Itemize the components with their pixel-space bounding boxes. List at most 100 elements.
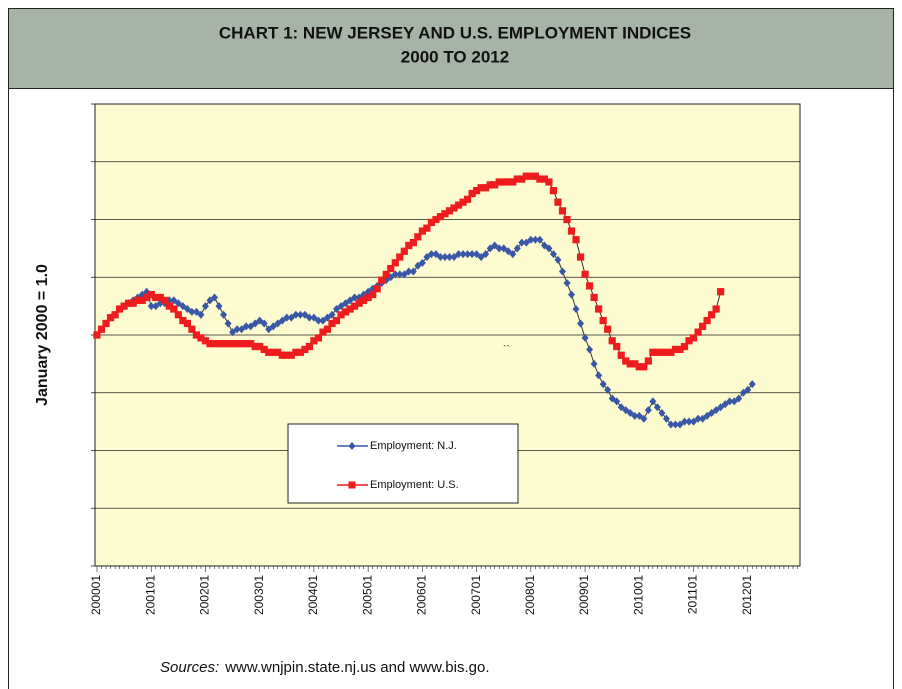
data-point xyxy=(468,189,476,198)
data-point xyxy=(694,328,702,336)
data-point xyxy=(138,296,146,304)
data-point xyxy=(314,316,322,325)
data-point xyxy=(111,311,119,319)
data-point xyxy=(106,314,115,322)
data-point xyxy=(531,172,539,180)
source-note: Sources: www.wnjpin.state.nj.us and www.b… xyxy=(160,659,490,676)
data-point xyxy=(495,178,503,186)
data-point xyxy=(694,414,702,423)
data-point xyxy=(572,305,580,314)
data-point xyxy=(129,299,137,307)
data-point xyxy=(513,244,521,253)
data-point xyxy=(649,348,657,356)
data-point xyxy=(179,316,187,325)
data-point xyxy=(635,363,643,371)
data-point xyxy=(464,250,472,259)
data-point xyxy=(228,340,237,348)
data-point xyxy=(310,313,318,322)
data-point xyxy=(581,270,589,278)
data-point xyxy=(183,305,191,314)
x-tick-label: 200201 xyxy=(198,575,212,615)
data-point xyxy=(689,334,698,342)
data-point xyxy=(337,302,345,311)
data-point xyxy=(712,406,720,415)
data-point xyxy=(418,258,426,267)
data-point xyxy=(608,394,616,403)
data-point xyxy=(310,337,318,345)
data-point xyxy=(595,305,603,313)
data-point xyxy=(97,325,106,333)
data-point xyxy=(455,250,463,259)
data-point xyxy=(671,420,679,429)
data-point xyxy=(527,235,535,244)
data-point xyxy=(640,363,648,371)
x-tick-label: 200301 xyxy=(252,575,266,615)
x-tick-label: 200501 xyxy=(360,575,374,615)
data-point xyxy=(201,302,209,311)
data-point xyxy=(414,261,422,270)
data-point xyxy=(242,340,250,348)
data-point xyxy=(608,337,616,345)
data-point xyxy=(739,388,747,397)
data-point xyxy=(305,342,314,351)
data-point xyxy=(337,311,345,319)
data-point xyxy=(305,313,313,322)
data-point xyxy=(513,175,521,183)
data-point xyxy=(265,325,273,334)
data-point xyxy=(445,207,454,215)
data-point xyxy=(432,250,440,259)
data-point xyxy=(387,264,395,273)
x-tick-label: 200101 xyxy=(143,575,157,615)
data-point xyxy=(590,359,598,368)
data-point xyxy=(644,406,652,415)
data-point xyxy=(400,247,408,255)
data-point xyxy=(391,270,399,279)
data-point xyxy=(427,250,435,259)
data-point xyxy=(219,340,228,348)
data-point xyxy=(446,253,453,262)
data-point xyxy=(423,224,431,232)
data-point xyxy=(640,414,648,423)
data-point xyxy=(463,195,472,203)
data-point xyxy=(369,290,377,299)
data-point xyxy=(681,417,688,426)
data-point xyxy=(156,293,164,302)
data-point xyxy=(676,420,684,429)
data-point xyxy=(188,325,196,333)
data-point xyxy=(491,181,499,189)
data-point xyxy=(486,244,494,253)
x-tick-label: 200401 xyxy=(306,575,320,615)
legend-label: Employment: N.J. xyxy=(370,440,457,452)
legend-marker xyxy=(348,442,356,450)
data-point xyxy=(323,313,331,322)
data-point xyxy=(698,322,707,330)
data-point xyxy=(495,244,503,253)
data-point xyxy=(468,250,476,259)
data-point xyxy=(482,250,490,259)
data-point xyxy=(405,241,413,250)
data-point xyxy=(585,282,594,290)
data-point xyxy=(224,319,232,328)
data-point xyxy=(504,247,512,256)
data-point xyxy=(256,342,264,351)
data-point xyxy=(482,184,490,192)
data-point xyxy=(283,313,291,322)
data-point xyxy=(414,233,422,241)
data-point xyxy=(631,411,639,420)
data-point xyxy=(708,408,716,417)
annotation: `` xyxy=(503,344,510,356)
data-point xyxy=(500,244,508,253)
data-point xyxy=(717,403,725,412)
data-point xyxy=(450,253,458,262)
data-point xyxy=(206,340,214,348)
data-point xyxy=(373,285,381,293)
data-point xyxy=(595,371,603,380)
data-point xyxy=(314,334,323,342)
data-point xyxy=(703,411,711,420)
data-point xyxy=(477,253,485,262)
data-point xyxy=(436,253,444,262)
data-point xyxy=(206,296,214,305)
data-point xyxy=(378,276,386,284)
data-point xyxy=(152,302,160,311)
